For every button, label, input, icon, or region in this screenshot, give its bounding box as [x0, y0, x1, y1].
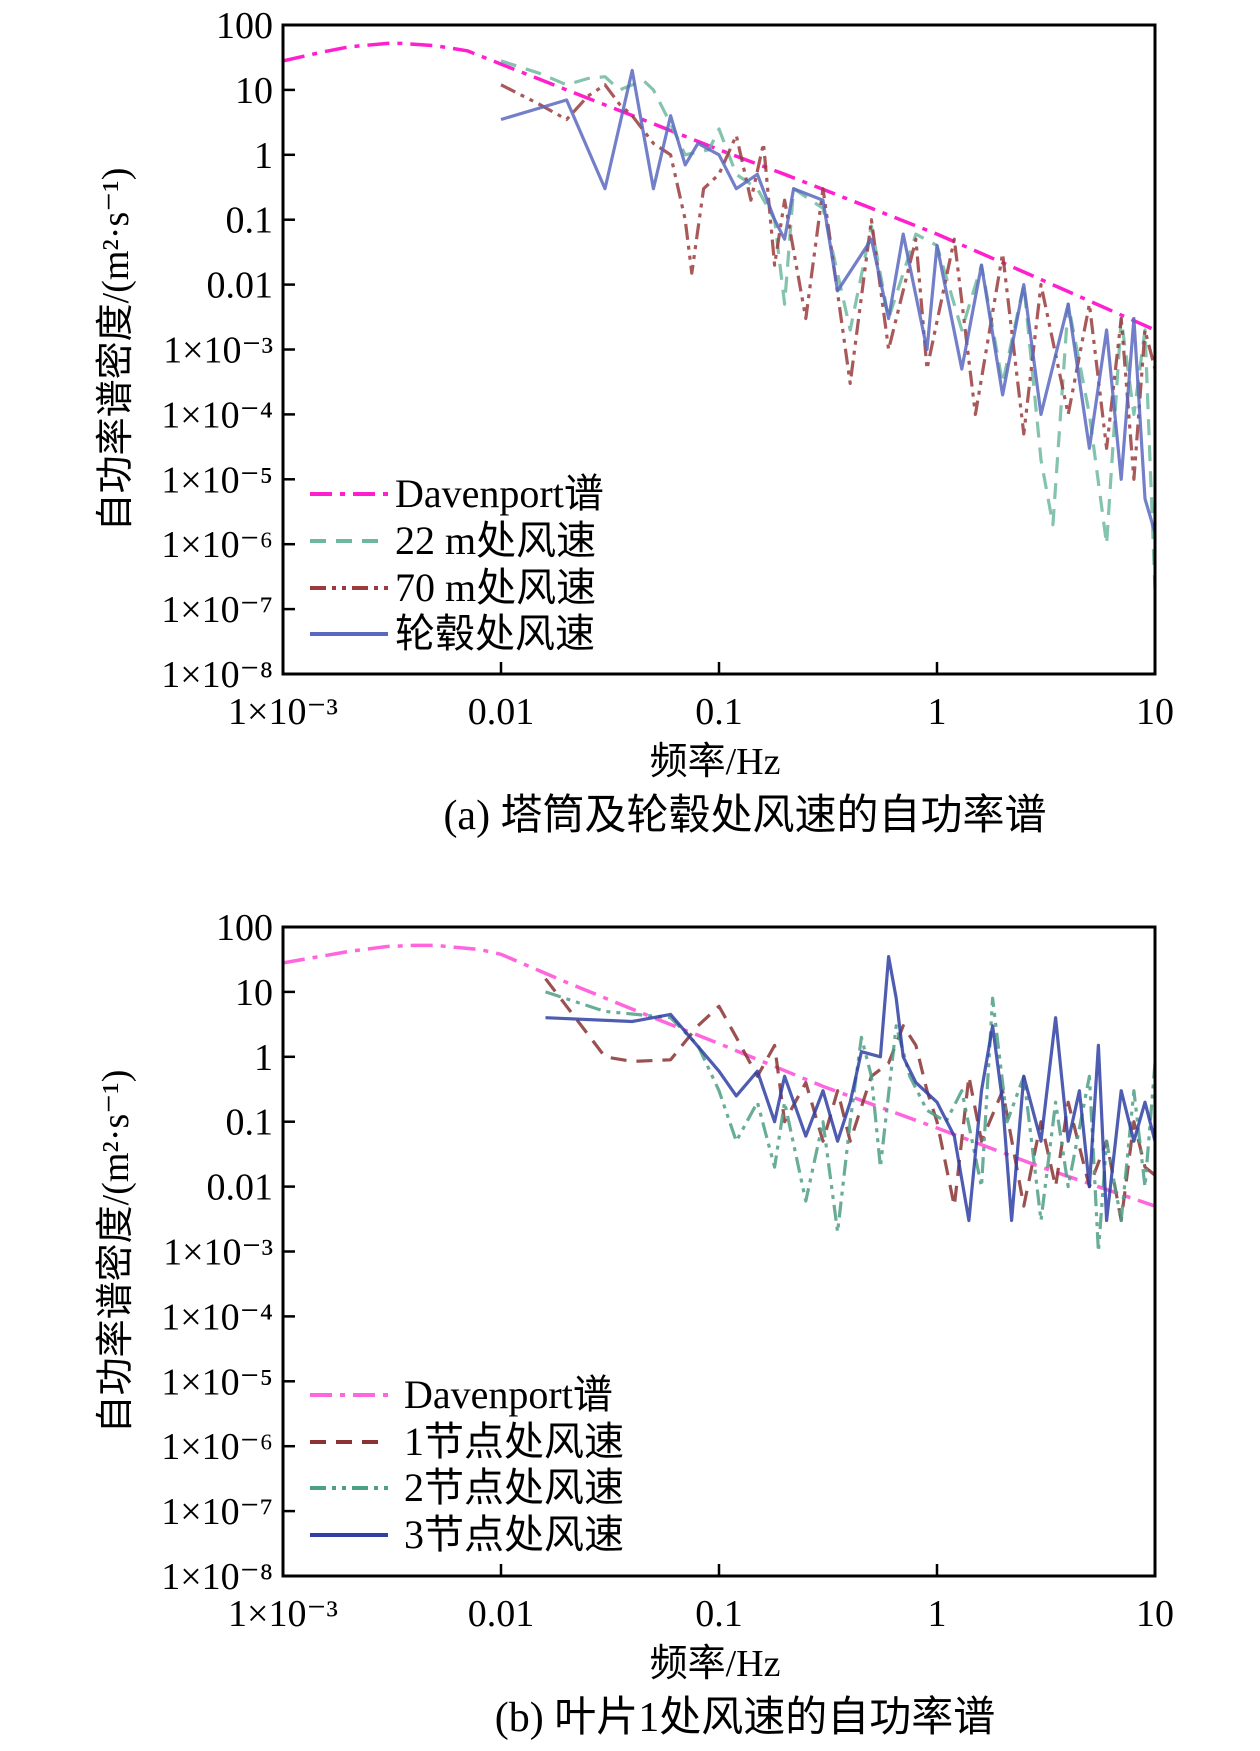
x-tick-label: 1	[928, 1593, 947, 1635]
y-tick-label: 1×10⁻³	[163, 1232, 273, 1274]
legend-label-2: 2节点处风速	[404, 1465, 624, 1510]
y-tick-label: 1×10⁻³	[163, 330, 273, 372]
legend-label-0: Davenport谱	[395, 471, 604, 516]
y-tick-label: 1	[254, 1037, 273, 1079]
series-line-2	[500, 83, 1155, 481]
y-tick-label: 1×10⁻⁸	[161, 1556, 273, 1598]
legend-label-1: 1节点处风速	[404, 1419, 624, 1464]
legend-label-0: Davenport谱	[404, 1372, 613, 1417]
x-tick-label: 0.01	[468, 691, 535, 733]
x-tick-label: 0.1	[695, 1593, 743, 1635]
y-tick-label: 10	[235, 972, 273, 1014]
y-tick-label: 0.01	[207, 1167, 274, 1209]
y-tick-label: 1×10⁻⁵	[161, 459, 273, 501]
series-line-2	[545, 990, 1155, 1254]
legend-label-3: 3节点处风速	[404, 1512, 624, 1557]
y-tick-label: 0.1	[226, 200, 274, 242]
x-axis-label: 频率/Hz	[650, 741, 781, 783]
x-tick-label: 1×10⁻³	[228, 1593, 338, 1635]
x-tick-label: 10	[1136, 691, 1174, 733]
series-line-3	[500, 68, 1155, 534]
x-tick-label: 1	[928, 691, 947, 733]
panel-caption: (b) 叶片1处风速的自功率谱	[495, 1694, 995, 1741]
y-tick-label: 10	[235, 70, 273, 112]
y-tick-label: 0.01	[207, 265, 274, 307]
x-axis-label: 频率/Hz	[650, 1643, 781, 1685]
y-tick-label: 1×10⁻⁶	[161, 524, 273, 566]
y-tick-label: 1×10⁻⁵	[161, 1361, 273, 1403]
series-group	[283, 41, 1155, 590]
y-tick-label: 1	[254, 135, 273, 177]
y-tick-label: 1×10⁻⁸	[161, 654, 273, 696]
series-line-0	[283, 41, 1155, 332]
legend-label-3: 轮毂处风速	[395, 611, 595, 656]
x-tick-label: 1×10⁻³	[228, 691, 338, 733]
x-tick-label: 0.1	[695, 691, 743, 733]
y-axis-label: 自功率谱密度/(m²·s⁻¹)	[95, 168, 137, 532]
y-tick-label: 1×10⁻⁷	[161, 589, 273, 631]
y-tick-label: 1×10⁻⁴	[161, 1296, 273, 1338]
series-line-1	[544, 977, 1155, 1223]
x-tick-label: 10	[1136, 1593, 1174, 1635]
series-group	[283, 943, 1155, 1254]
chart-panel-a: 100 10 1 0.1 0.01 1×10⁻³ 1×10⁻⁴ 1×10⁻⁵ 1×10⁻⁶ 1×1…	[95, 5, 1174, 839]
x-tick-label: 0.01	[468, 1593, 535, 1635]
y-tick-label: 1×10⁻⁷	[161, 1491, 273, 1533]
legend-label-2: 70 m处风速	[395, 565, 596, 610]
y-tick-label: 1×10⁻⁴	[161, 394, 273, 436]
y-axis-label: 自功率谱密度/(m²·s⁻¹)	[95, 1070, 137, 1434]
y-tick-label: 100	[216, 5, 273, 47]
series-line-3	[545, 955, 1155, 1223]
legend-label-1: 22 m处风速	[395, 518, 596, 563]
y-tick-label: 1×10⁻⁶	[161, 1426, 273, 1468]
panel-caption: (a) 塔筒及轮毂处风速的自功率谱	[443, 792, 1046, 839]
y-tick-label: 0.1	[226, 1102, 274, 1144]
chart-panel-b: 100 10 1 0.1 0.01 1×10⁻³ 1×10⁻⁴ 1×10⁻⁵ 1×10⁻⁶ 1×1…	[95, 907, 1174, 1741]
y-tick-label: 100	[216, 907, 273, 949]
